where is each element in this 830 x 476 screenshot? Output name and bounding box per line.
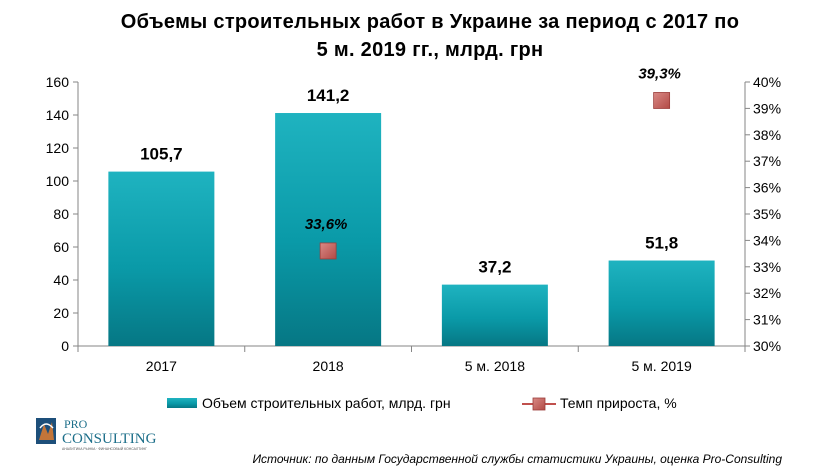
- x-tick-label: 5 м. 2019: [632, 358, 692, 374]
- chart-title-line-2: 5 м. 2019 гг., млрд. грн: [316, 39, 544, 61]
- bar-value-label: 105,7: [140, 145, 183, 164]
- y2-tick-label: 34%: [753, 232, 781, 248]
- source-note: Источник: по данным Государственной служ…: [252, 452, 782, 466]
- pro-consulting-logo: PRO CONSULTING АНАЛИТИКА РЫНКА · ФИНАНСО…: [34, 414, 184, 454]
- legend-bar-swatch: [167, 398, 197, 408]
- logo-top-text: PRO: [64, 417, 88, 431]
- bar-value-label: 141,2: [307, 86, 350, 105]
- axes: 0 20 40 60 80 100 120 140 160 30% 31% 32% 33% 34% 35% 3…: [46, 74, 781, 374]
- y2-tick-label: 38%: [753, 127, 781, 143]
- x-tick-label: 2017: [146, 358, 177, 374]
- bar-value-label: 37,2: [478, 258, 511, 277]
- bar: [275, 113, 382, 347]
- y2-tick-label: 37%: [753, 153, 781, 169]
- growth-marker: [319, 242, 337, 260]
- y2-tick-label: 36%: [753, 180, 781, 196]
- bar: [108, 171, 215, 346]
- y-tick-label: 0: [61, 338, 69, 354]
- legend-bar-label: Объем строительных работ, млрд. грн: [202, 395, 451, 411]
- x-tick-label: 5 м. 2018: [465, 358, 525, 374]
- legend-marker-label: Темп прироста, %: [560, 395, 677, 411]
- y2-tick-label: 32%: [753, 285, 781, 301]
- legend: Объем строительных работ, млрд. грн Темп …: [167, 395, 677, 411]
- growth-value-label: 39,3%: [638, 65, 681, 82]
- y-tick-label: 80: [53, 206, 69, 222]
- y-tick-label: 40: [53, 272, 69, 288]
- y2-tick-label: 30%: [753, 338, 781, 354]
- y-tick-label: 160: [46, 74, 70, 90]
- growth-marker: [653, 92, 671, 109]
- y2-tick-label: 35%: [753, 206, 781, 222]
- x-tick-label: 2018: [313, 358, 344, 374]
- bar: [441, 284, 548, 346]
- y2-tick-label: 31%: [753, 312, 781, 328]
- chart-title-line-1: Объемы строительных работ в Украине за п…: [120, 11, 740, 33]
- bar: [608, 260, 715, 346]
- y-tick-label: 100: [46, 173, 70, 189]
- legend-marker-swatch: [532, 397, 546, 411]
- y-tick-label: 20: [53, 305, 69, 321]
- bar-value-label: 51,8: [645, 234, 678, 253]
- y2-tick-label: 39%: [753, 100, 781, 116]
- logo-tagline: АНАЛИТИКА РЫНКА · ФИНАНСОВЫЙ КОНСАЛТИНГ: [62, 447, 147, 451]
- y-tick-label: 60: [53, 239, 69, 255]
- growth-value-label: 33,6%: [305, 216, 348, 233]
- bar-series: 105,7 141,2 37,2 51,8: [108, 86, 715, 347]
- y-tick-label: 120: [46, 140, 70, 156]
- logo-graphic: PRO CONSULTING АНАЛИТИКА РЫНКА · ФИНАНСО…: [36, 417, 157, 451]
- marker-series: 33,6% 39,3%: [305, 65, 681, 260]
- y-tick-label: 140: [46, 107, 70, 123]
- chart-title: Объемы строительных работ в Украине за п…: [60, 8, 800, 64]
- y2-tick-label: 40%: [753, 74, 781, 90]
- logo-bottom-text: CONSULTING: [62, 431, 157, 447]
- y2-tick-label: 33%: [753, 259, 781, 275]
